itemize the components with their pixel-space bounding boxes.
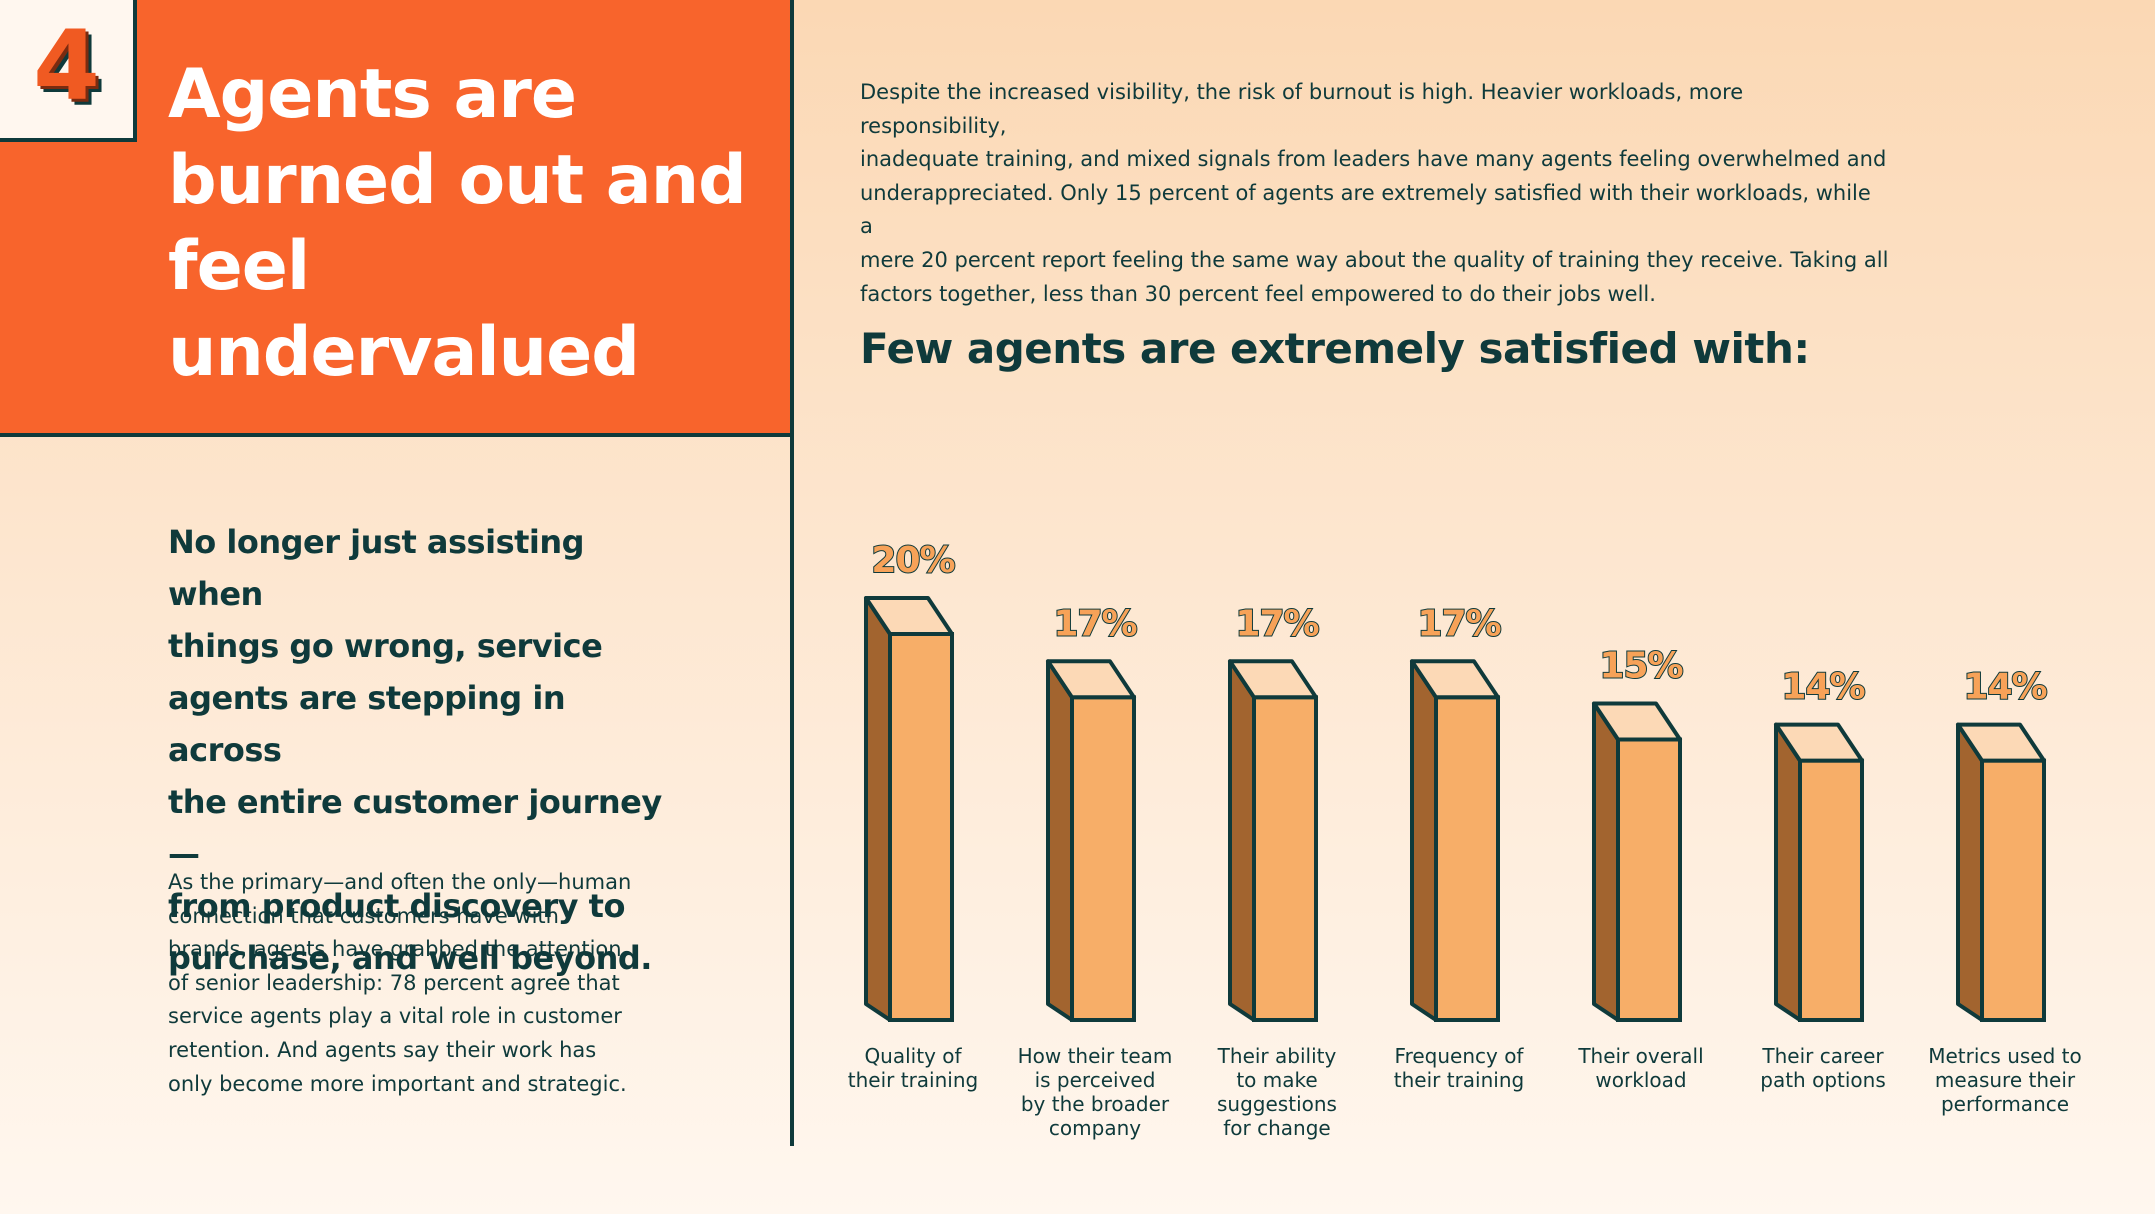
- body-line: service agents play a vital role in cust…: [168, 1004, 622, 1029]
- bar-side: [864, 596, 892, 1022]
- category-label: How their team: [1018, 1044, 1173, 1068]
- category-label: suggestions: [1217, 1092, 1337, 1116]
- body-line: only become more important and strategic…: [168, 1071, 627, 1096]
- lead-line: purchase, and well beyond.: [168, 939, 652, 977]
- lead-line: things go wrong, service: [168, 627, 603, 665]
- section-number: 4: [33, 10, 100, 122]
- lead-paragraph: No longer just assisting when things go …: [168, 516, 668, 984]
- bar: [1252, 695, 1318, 1022]
- category-label: Their ability: [1217, 1044, 1337, 1068]
- intro-line: underappreciated. Only 15 percent of age…: [860, 180, 1871, 239]
- bar-side: [1592, 701, 1620, 1022]
- bar: [888, 632, 954, 1022]
- bar: [1616, 737, 1682, 1022]
- category-label: Frequency of: [1395, 1044, 1525, 1068]
- category-label: Their career: [1761, 1044, 1884, 1068]
- hero-banner: 4 Agents are burned out and feel underva…: [0, 0, 793, 433]
- bar-top: [1046, 659, 1136, 700]
- category-label: Their overall: [1577, 1044, 1703, 1068]
- bar-side: [1410, 659, 1438, 1022]
- bar-side: [1046, 659, 1074, 1022]
- bar: [1980, 758, 2046, 1022]
- intro-line: Despite the increased visibility, the ri…: [860, 80, 1744, 138]
- value-label: 17%: [1053, 603, 1136, 644]
- category-label: Metrics used to: [1928, 1044, 2082, 1068]
- bar: [1798, 758, 1864, 1022]
- category-label: measure their: [1935, 1068, 2076, 1092]
- body-line: As the primary—and often the only—human: [168, 870, 632, 894]
- value-label: 14%: [1963, 667, 2046, 708]
- bar-side: [1956, 722, 1984, 1022]
- lead-line: from product discovery to: [168, 887, 625, 925]
- category-label: by the broader: [1021, 1092, 1170, 1116]
- chart-title: Few agents are extremely satisfied with:: [860, 324, 1810, 373]
- title-line: Agents are: [168, 55, 577, 134]
- value-label: 17%: [1417, 603, 1500, 644]
- body-line: retention. And agents say their work has: [168, 1037, 597, 1062]
- category-label: path options: [1760, 1068, 1886, 1092]
- intro-line: mere 20 percent report feeling the same …: [860, 247, 1889, 272]
- body-line: connection that customers have with: [168, 903, 559, 928]
- lead-line: No longer just assisting when: [168, 523, 585, 613]
- category-label: is perceived: [1035, 1068, 1156, 1092]
- value-label: 17%: [1235, 603, 1318, 644]
- value-label: 20%: [871, 540, 954, 581]
- vertical-divider: [790, 0, 794, 1146]
- horizontal-divider: [0, 433, 793, 437]
- bar-top: [1592, 701, 1682, 742]
- body-paragraph: As the primary—and often the only—human …: [168, 866, 648, 1101]
- section-number-badge: 4: [0, 0, 137, 142]
- body-line: of senior leadership: 78 percent agree t…: [168, 970, 620, 995]
- title-line: feel undervalued: [168, 227, 640, 392]
- intro-line: inadequate training, and mixed signals f…: [860, 147, 1887, 172]
- bar-side: [1774, 722, 1802, 1022]
- page-title: Agents are burned out and feel undervalu…: [168, 52, 768, 396]
- left-panel: 4 Agents are burned out and feel underva…: [0, 0, 793, 1214]
- category-label: Quality of: [864, 1044, 962, 1068]
- category-label: their training: [848, 1068, 978, 1092]
- category-label: for change: [1223, 1116, 1330, 1140]
- category-label: to make: [1236, 1068, 1317, 1092]
- bar-top: [1410, 659, 1500, 700]
- lead-line: agents are stepping in across: [168, 679, 566, 769]
- title-line: burned out and: [168, 141, 747, 220]
- category-label: their training: [1394, 1068, 1524, 1092]
- bar-top: [864, 596, 954, 636]
- bar-top: [1228, 659, 1318, 700]
- bar-top: [1774, 722, 1864, 763]
- value-label: 14%: [1781, 667, 1864, 708]
- intro-line: factors together, less than 30 percent f…: [860, 281, 1656, 306]
- category-label: performance: [1941, 1092, 2069, 1116]
- bar-side: [1228, 659, 1256, 1022]
- lead-line: the entire customer journey—: [168, 783, 662, 873]
- value-label: 15%: [1599, 646, 1682, 687]
- body-line: brands, agents have grabbed the attentio…: [168, 937, 622, 962]
- intro-paragraph: Despite the increased visibility, the ri…: [860, 76, 1890, 311]
- bar-top: [1956, 722, 2046, 763]
- category-label: workload: [1595, 1068, 1686, 1092]
- category-label: company: [1049, 1116, 1141, 1140]
- bar: [1434, 695, 1500, 1022]
- bar: [1070, 695, 1136, 1022]
